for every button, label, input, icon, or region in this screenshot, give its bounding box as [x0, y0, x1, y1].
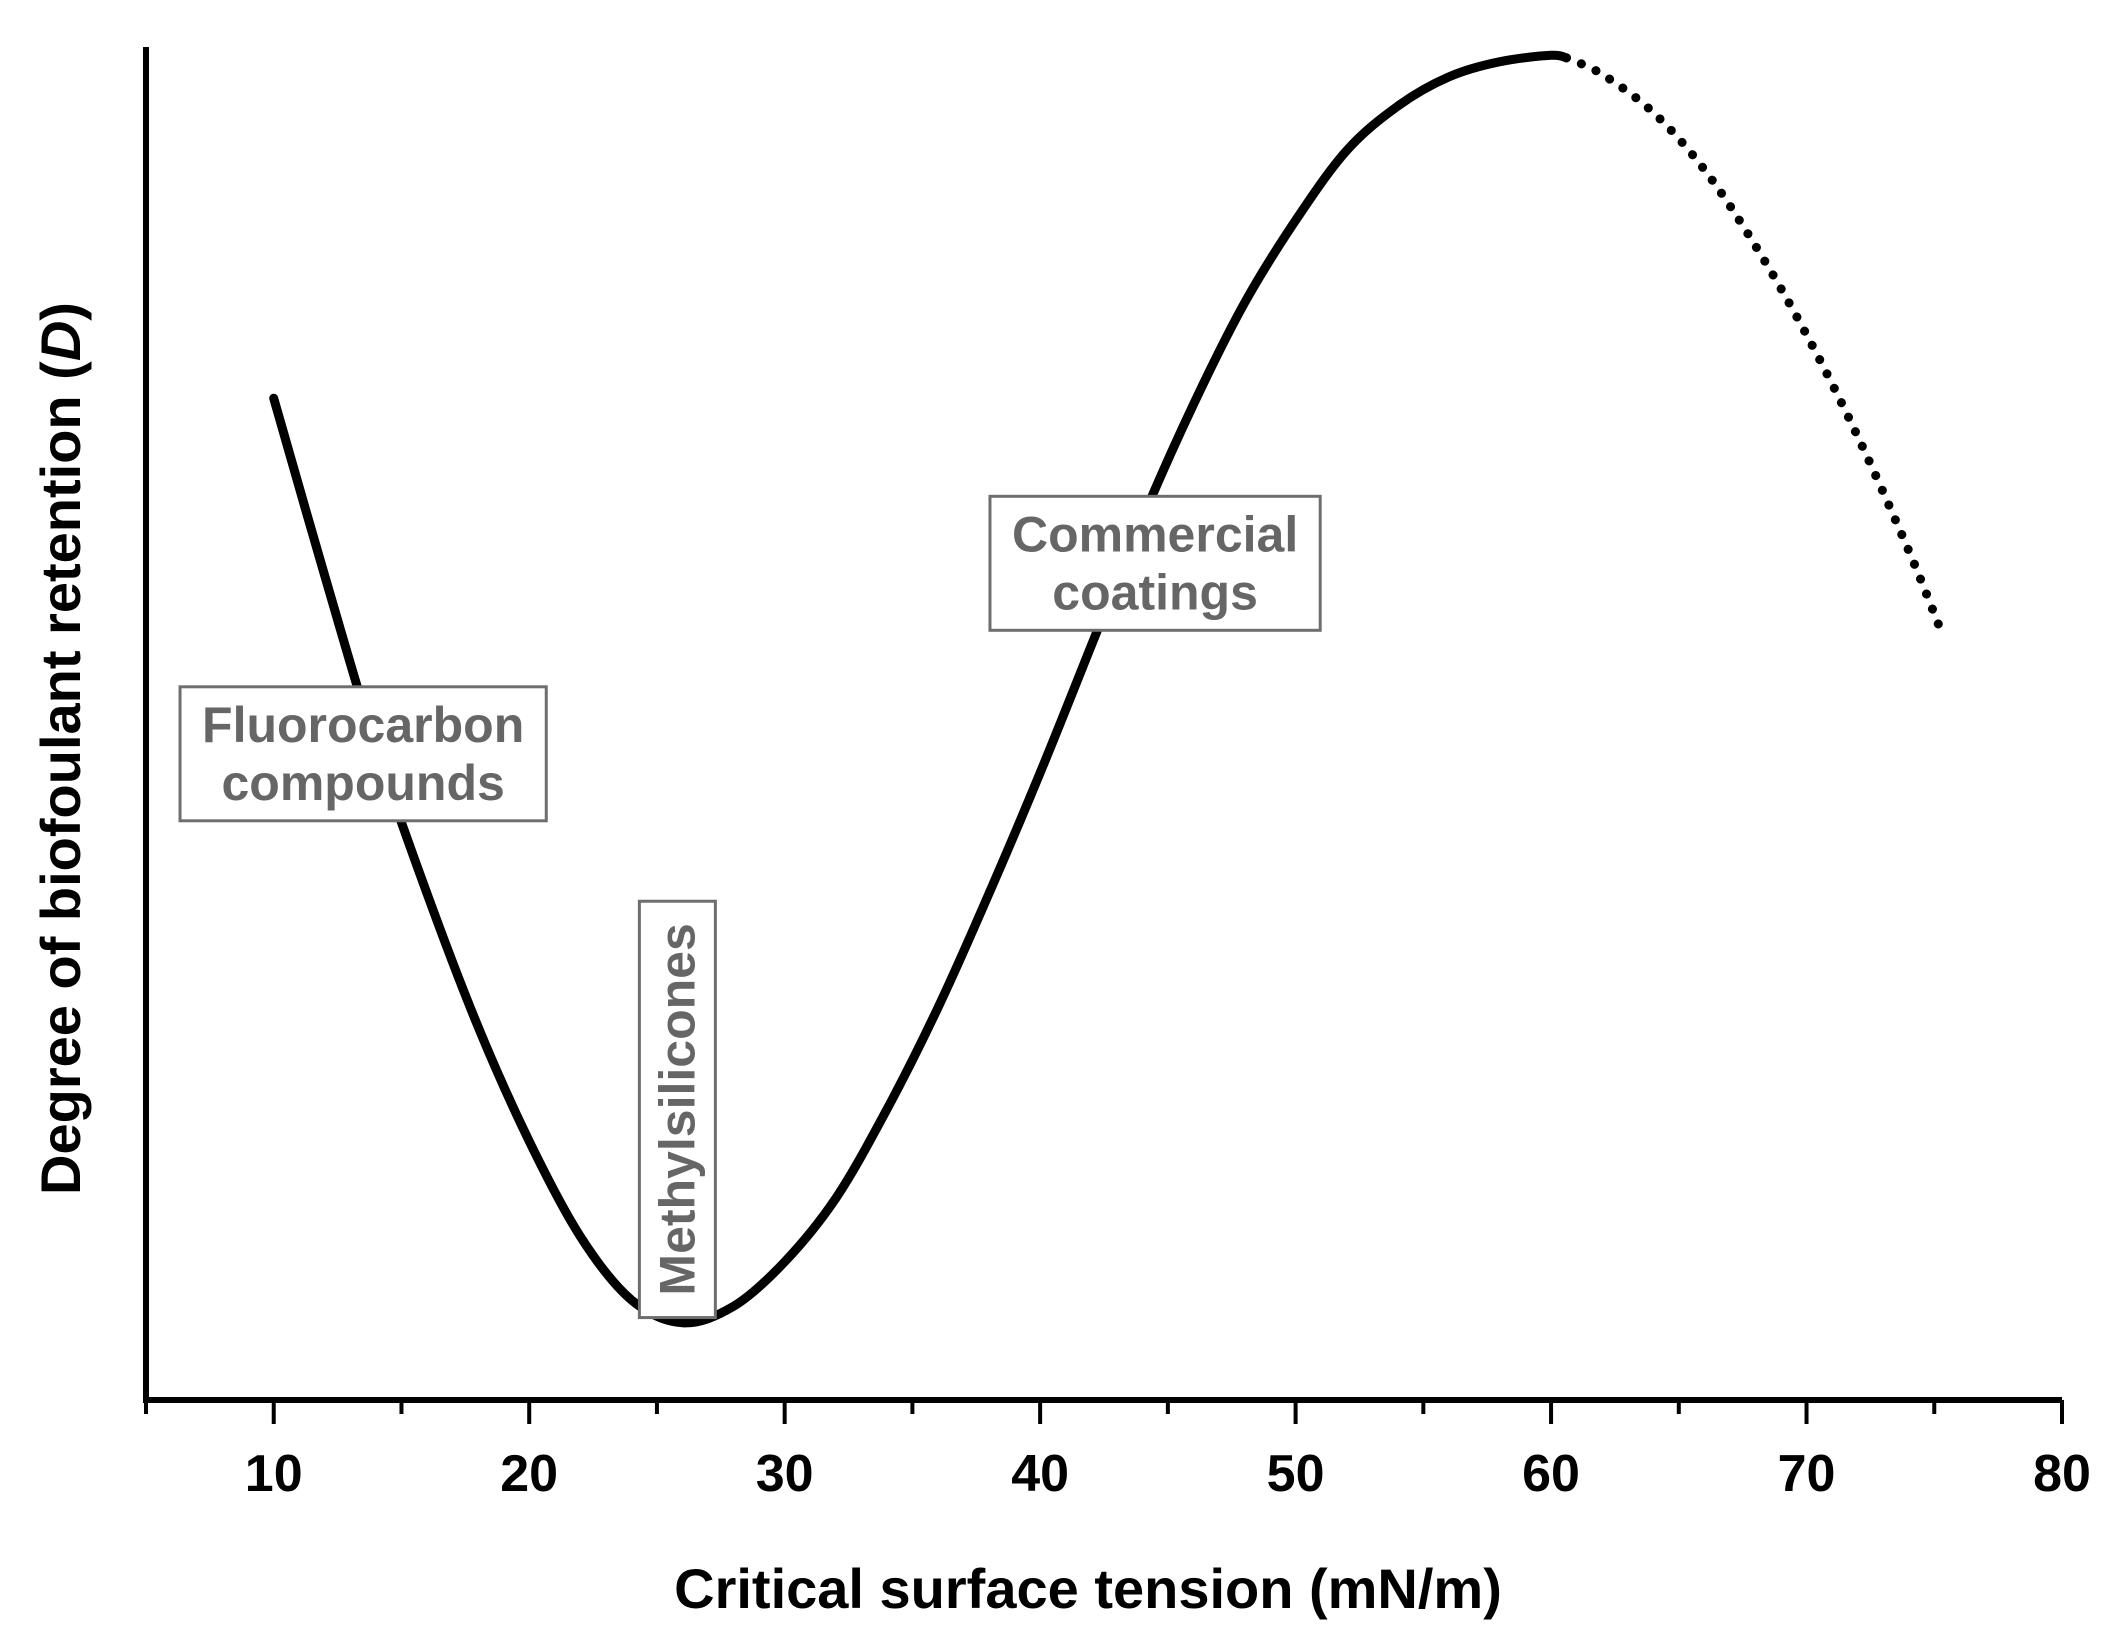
y-axis-title-symbol: D — [29, 321, 92, 361]
annotation-label: compounds — [221, 755, 504, 811]
x-tick-label: 20 — [500, 1445, 558, 1503]
annotation-label: Fluorocarbon — [202, 697, 524, 753]
annotation-label: Commercial — [1012, 506, 1298, 562]
x-tick-label: 40 — [1011, 1445, 1069, 1503]
curves — [269, 50, 1944, 1328]
x-tick-label: 10 — [245, 1445, 303, 1503]
y-axis-title: Degree of biofoulant retention (D) — [29, 302, 92, 1195]
x-tick-label: 80 — [2033, 1445, 2091, 1503]
x-tick-label: 30 — [756, 1445, 814, 1503]
x-tick-label: 70 — [1778, 1445, 1836, 1503]
annotation-box — [988, 494, 1322, 632]
axes: 10 20 30 40 50 60 70 80 — [143, 47, 2091, 1503]
annotation-label: Methylsilicones — [649, 923, 705, 1295]
x-tick-label: 60 — [1522, 1445, 1580, 1503]
annotation-1: Methylsilicones — [637, 899, 717, 1320]
annotation-box — [637, 899, 717, 1320]
annotation-box — [178, 685, 548, 823]
x-axis-title: Critical surface tension (mN/m) — [674, 1557, 1502, 1620]
series-line-measured — [269, 50, 1571, 1328]
y-axis-title-main: Degree of biofoulant retention ( — [29, 361, 92, 1195]
y-axis-title-close: ) — [29, 302, 92, 321]
x-ticks: 10 20 30 40 50 60 70 80 — [144, 1400, 2091, 1503]
series-line-extrapolated — [1561, 53, 1944, 632]
annotation-label: coatings — [1052, 564, 1258, 620]
x-tick-label: 50 — [1267, 1445, 1325, 1503]
